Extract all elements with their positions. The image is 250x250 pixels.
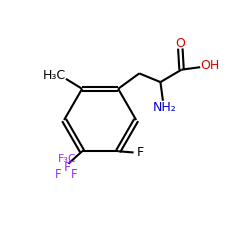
Text: NH₂: NH₂ [153,101,177,114]
Text: OH: OH [200,60,219,72]
Text: H₃C: H₃C [43,70,66,82]
Text: F₃C: F₃C [58,154,76,164]
Text: F: F [71,168,78,180]
Text: O: O [176,36,185,50]
Text: F: F [55,168,62,180]
Text: F: F [64,161,71,174]
Text: F: F [137,146,144,159]
